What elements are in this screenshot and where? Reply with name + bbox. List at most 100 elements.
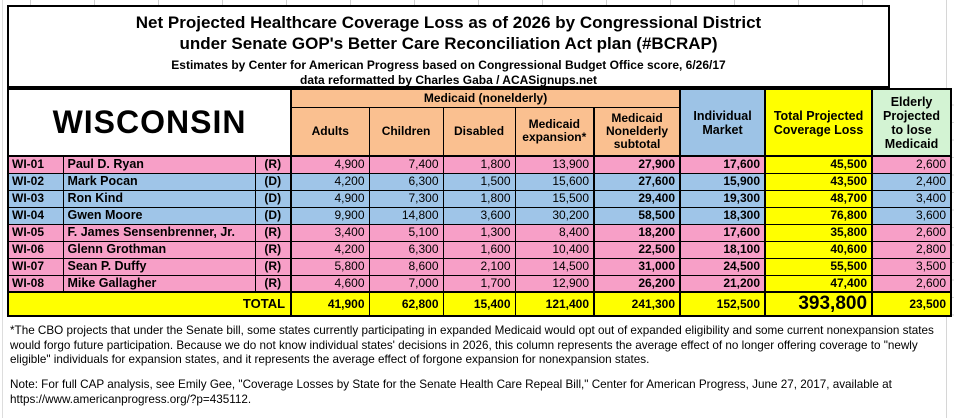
adults-cell: 5,800: [290, 257, 370, 276]
title-subtitle-1: Estimates by Center for American Progres…: [171, 58, 726, 72]
party-cell: (D): [254, 172, 292, 191]
name-cell: F. James Sensenbrenner, Jr.: [62, 223, 256, 242]
total-label-cell: TOTAL: [7, 291, 292, 317]
subtotal-cell: 27,900: [593, 155, 681, 174]
total-children-cell: 62,800: [368, 291, 444, 317]
individual-market-cell: 19,300: [679, 189, 766, 208]
district-cell: WI-07: [7, 257, 64, 276]
source-footnote: Note: For full CAP analysis, see Emily G…: [10, 378, 892, 406]
district-cell: WI-04: [7, 206, 64, 225]
individual-market-cell: 21,200: [679, 274, 766, 293]
expansion-cell: 8,400: [514, 223, 595, 242]
elderly-cell: 3,600: [871, 206, 952, 225]
adults-cell: 4,900: [290, 189, 370, 208]
disabled-cell: 3,600: [442, 206, 516, 225]
disabled-cell: 1,800: [442, 155, 516, 174]
disabled-header: Disabled: [442, 106, 516, 157]
total-subtotal-cell: 241,300: [593, 291, 681, 317]
individual-market-cell: 17,600: [679, 223, 766, 242]
district-cell: WI-02: [7, 172, 64, 191]
title-line-2: under Senate GOP's Better Care Reconcili…: [179, 34, 718, 53]
disabled-cell: 2,100: [442, 257, 516, 276]
total-loss-cell: 43,500: [764, 172, 873, 191]
individual-market-cell: 18,100: [679, 240, 766, 259]
district-row: WI-01 Paul D. Ryan (R) 4,900 7,400 1,800 13,90…: [7, 155, 952, 174]
elderly-cell: 3,500: [871, 257, 952, 276]
spreadsheet-gridlines-top: [0, 0, 954, 5]
individual-market-cell: 18,300: [679, 206, 766, 225]
total-loss-header: Total Projected Coverage Loss: [764, 88, 873, 157]
children-cell: 6,300: [368, 240, 444, 259]
total-elderly-cell: 23,500: [871, 291, 952, 317]
total-row: TOTAL 41,900 62,800 15,400 121,400 241,3…: [7, 291, 952, 317]
disabled-cell: 1,800: [442, 189, 516, 208]
district-row: WI-02 Mark Pocan (D) 4,200 6,300 1,500 15,600 2…: [7, 172, 952, 191]
district-cell: WI-08: [7, 274, 64, 293]
expansion-cell: 12,900: [514, 274, 595, 293]
district-cell: WI-03: [7, 189, 64, 208]
name-cell: Ron Kind: [62, 189, 256, 208]
expansion-cell: 13,900: [514, 155, 595, 174]
children-cell: 14,800: [368, 206, 444, 225]
party-cell: (R): [254, 274, 292, 293]
individual-market-cell: 24,500: [679, 257, 766, 276]
children-header: Children: [368, 106, 444, 157]
adults-cell: 4,200: [290, 240, 370, 259]
district-cell: WI-01: [7, 155, 64, 174]
disabled-cell: 1,600: [442, 240, 516, 259]
children-cell: 6,300: [368, 172, 444, 191]
total-expansion-cell: 121,400: [514, 291, 595, 317]
subtotal-cell: 58,500: [593, 206, 681, 225]
adults-cell: 9,900: [290, 206, 370, 225]
total-loss-cell: 40,600: [764, 240, 873, 259]
children-cell: 7,400: [368, 155, 444, 174]
name-cell: Paul D. Ryan: [62, 155, 256, 174]
name-cell: Sean P. Duffy: [62, 257, 256, 276]
medicaid-expansion-header: Medicaid expansion*: [514, 106, 595, 157]
children-cell: 8,600: [368, 257, 444, 276]
total-loss-cell: 76,800: [764, 206, 873, 225]
adults-cell: 3,400: [290, 223, 370, 242]
total-loss-cell: 47,400: [764, 274, 873, 293]
party-cell: (R): [254, 155, 292, 174]
elderly-header: Elderly Projected to lose Medicaid: [871, 88, 952, 157]
total-loss-cell: 55,500: [764, 257, 873, 276]
medicaid-subtotal-header: Medicaid Nonelderly subtotal: [593, 106, 681, 157]
state-name-header: WISCONSIN: [7, 88, 292, 157]
adults-header: Adults: [290, 106, 370, 157]
title-box: Net Projected Healthcare Coverage Loss a…: [7, 5, 890, 88]
expansion-cell: 14,500: [514, 257, 595, 276]
subtotal-cell: 27,600: [593, 172, 681, 191]
title-line-1: Net Projected Healthcare Coverage Loss a…: [135, 13, 762, 32]
adults-cell: 4,600: [290, 274, 370, 293]
subtotal-cell: 26,200: [593, 274, 681, 293]
title-subtitle-2: data reformatted by Charles Gaba / ACASi…: [300, 73, 597, 87]
district-row: WI-06 Glenn Grothman (R) 4,200 6,300 1,600 10,…: [7, 240, 952, 259]
district-row: WI-03 Ron Kind (D) 4,900 7,300 1,800 15,500 29,…: [7, 189, 952, 208]
name-cell: Gwen Moore: [62, 206, 256, 225]
district-cell: WI-06: [7, 240, 64, 259]
table-footer: TOTAL 41,900 62,800 15,400 121,400 241,3…: [7, 291, 952, 317]
elderly-cell: 2,600: [871, 274, 952, 293]
subtotal-cell: 31,000: [593, 257, 681, 276]
name-cell: Mike Gallagher: [62, 274, 256, 293]
table-body: WI-01 Paul D. Ryan (R) 4,900 7,400 1,800 13,90…: [7, 155, 952, 293]
name-cell: Mark Pocan: [62, 172, 256, 191]
district-row: WI-05 F. James Sensenbrenner, Jr. (R) 3,400…: [7, 223, 952, 242]
individual-market-header: Individual Market: [679, 88, 766, 157]
expansion-footnote: *The CBO projects that under the Senate …: [10, 324, 934, 366]
party-cell: (D): [254, 206, 292, 225]
district-row: WI-07 Sean P. Duffy (R) 5,800 8,600 2,100 14,5…: [7, 257, 952, 276]
expansion-cell: 30,200: [514, 206, 595, 225]
total-disabled-cell: 15,400: [442, 291, 516, 317]
individual-market-cell: 17,600: [679, 155, 766, 174]
district-cell: WI-05: [7, 223, 64, 242]
total-loss-cell: 35,800: [764, 223, 873, 242]
children-cell: 7,300: [368, 189, 444, 208]
district-row: WI-04 Gwen Moore (D) 9,900 14,800 3,600 30,200…: [7, 206, 952, 225]
elderly-cell: 3,400: [871, 189, 952, 208]
expansion-cell: 10,400: [514, 240, 595, 259]
children-cell: 7,000: [368, 274, 444, 293]
coverage-loss-table: WISCONSIN Medicaid (nonelderly) Individu…: [7, 88, 953, 317]
party-cell: (R): [254, 240, 292, 259]
